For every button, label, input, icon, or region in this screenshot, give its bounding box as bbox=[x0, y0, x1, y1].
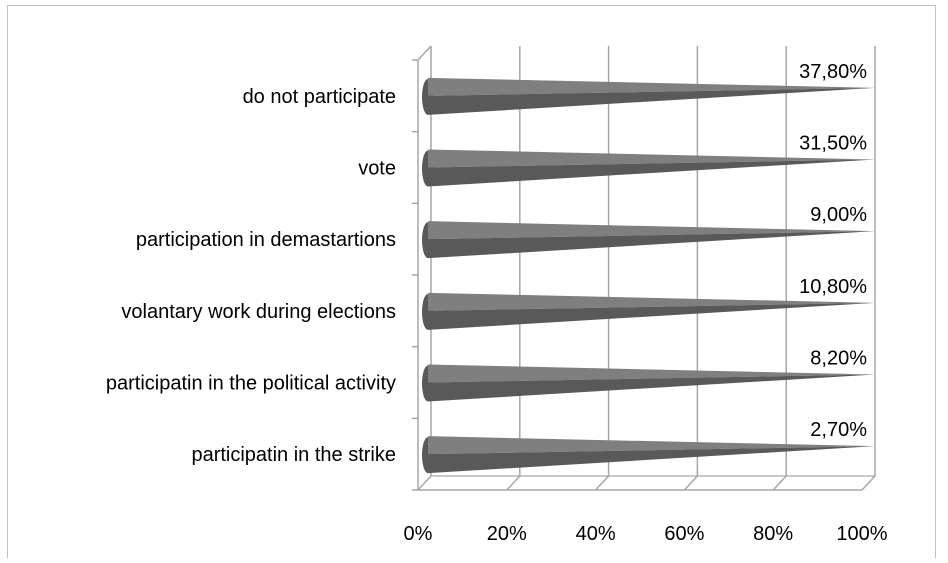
x-tick-label: 60% bbox=[664, 523, 704, 545]
bar-front-face bbox=[428, 87, 875, 115]
x-tick-label: 0% bbox=[404, 523, 433, 545]
gridline bbox=[772, 46, 787, 491]
gridlines bbox=[417, 46, 876, 491]
bars bbox=[422, 77, 875, 474]
bar-front-face bbox=[428, 302, 875, 330]
bar bbox=[422, 221, 875, 259]
bar-top-face bbox=[428, 149, 875, 168]
bar-front-face bbox=[428, 374, 875, 402]
data-label: 9,00% bbox=[810, 204, 867, 226]
category-label: vote bbox=[358, 158, 396, 180]
gridline bbox=[683, 46, 699, 491]
category-label: do not participate bbox=[243, 86, 396, 108]
data-label: 37,80% bbox=[799, 61, 867, 83]
category-label: volantary work during elections bbox=[121, 301, 396, 323]
data-label: 2,70% bbox=[810, 419, 867, 441]
bar bbox=[422, 364, 875, 402]
bar-front-face bbox=[428, 231, 875, 259]
bar-top-face bbox=[428, 364, 875, 383]
x-tick-label: 20% bbox=[487, 523, 527, 545]
data-label: 31,50% bbox=[799, 133, 867, 155]
category-label: participation in demastartions bbox=[136, 229, 396, 251]
bar-front-face bbox=[428, 159, 875, 187]
bar bbox=[422, 292, 875, 330]
data-labels: 2,70% 8,20% 10,80% 9,00% 31,50% 37,80% bbox=[799, 61, 867, 441]
category-labels: participatin in the strike participatin i… bbox=[106, 86, 396, 466]
gridline bbox=[506, 46, 521, 491]
bar-top-face bbox=[428, 77, 875, 96]
x-tick-label: 40% bbox=[576, 523, 616, 545]
x-tick-label: 80% bbox=[753, 523, 793, 545]
category-label: participatin in the strike bbox=[191, 444, 396, 466]
x-tick-label: 100% bbox=[836, 523, 887, 545]
bar-top-face bbox=[428, 436, 875, 455]
gridline bbox=[595, 46, 610, 491]
data-label: 8,20% bbox=[810, 348, 867, 370]
bar bbox=[422, 149, 875, 187]
x-axis-ticks: 0% 20% 40% 60% 80% 100% bbox=[404, 523, 888, 545]
category-label: participatin in the political activity bbox=[106, 373, 396, 395]
bar-top-face bbox=[428, 292, 875, 311]
bar-front-face bbox=[428, 446, 875, 474]
bar bbox=[422, 77, 875, 115]
data-label: 10,80% bbox=[799, 276, 867, 298]
bar-top-face bbox=[428, 221, 875, 240]
category-axis bbox=[412, 45, 875, 491]
bar bbox=[422, 436, 875, 474]
